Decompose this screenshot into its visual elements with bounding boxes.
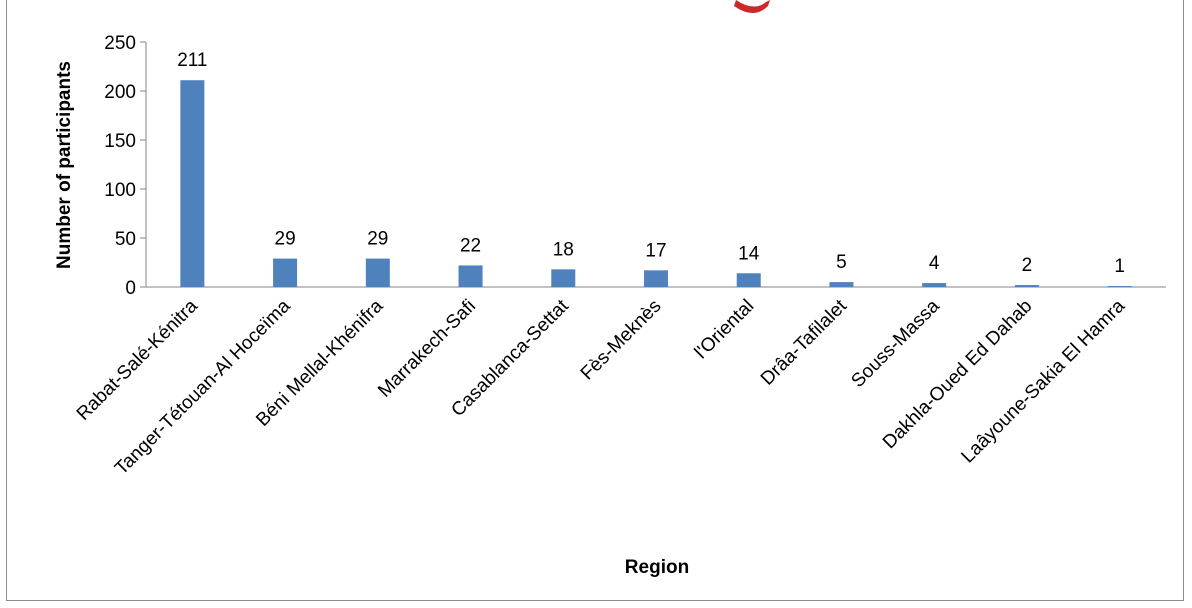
data-label: 211 <box>177 50 207 71</box>
decorative-mark <box>734 0 770 13</box>
y-tick-label: 250 <box>104 33 136 54</box>
category-label: Fès-Meknès <box>577 296 666 385</box>
bar[interactable] <box>922 283 947 287</box>
category-label: Marrakech-Safi <box>374 296 480 402</box>
bar[interactable] <box>458 265 483 287</box>
y-axis-title: Number of participants <box>54 61 75 269</box>
y-tick-label: 150 <box>104 131 136 152</box>
data-label: 17 <box>645 240 666 261</box>
y-tick-label: 50 <box>115 229 136 250</box>
category-label: Drâa-Tafilalet <box>757 295 852 390</box>
y-tick-label: 200 <box>104 82 136 103</box>
data-label: 18 <box>553 239 574 260</box>
data-label: 29 <box>367 229 388 250</box>
bar[interactable] <box>551 269 576 287</box>
bar[interactable] <box>273 258 298 287</box>
bar[interactable] <box>1107 286 1132 287</box>
bar[interactable] <box>365 258 390 287</box>
bar[interactable] <box>180 80 205 287</box>
y-tick-label: 100 <box>104 180 136 201</box>
bar[interactable] <box>829 282 854 287</box>
category-label: Dakhla-Oued Ed Dahab <box>879 296 1037 454</box>
y-tick-label: 0 <box>125 278 136 299</box>
plot-area: 050100150200250211Rabat-Salé-Kénitra29Ta… <box>73 33 1166 479</box>
x-axis-title: Region <box>625 557 689 578</box>
bar[interactable] <box>644 270 668 287</box>
category-label: l'Oriental <box>691 296 758 363</box>
category-label: Souss-Massa <box>847 295 944 392</box>
data-label: 5 <box>836 252 847 273</box>
bar[interactable] <box>736 273 761 287</box>
data-label: 22 <box>460 235 481 256</box>
bar[interactable] <box>1014 285 1039 287</box>
data-label: 29 <box>275 229 296 250</box>
data-label: 2 <box>1022 255 1033 276</box>
category-label: Laâyoune-Sakia El Hamra <box>957 295 1129 467</box>
data-label: 14 <box>738 243 760 264</box>
data-label: 4 <box>929 253 940 274</box>
category-label: Tanger-Tétouan-Al Hoceïma <box>111 295 295 479</box>
data-label: 1 <box>1114 256 1125 277</box>
